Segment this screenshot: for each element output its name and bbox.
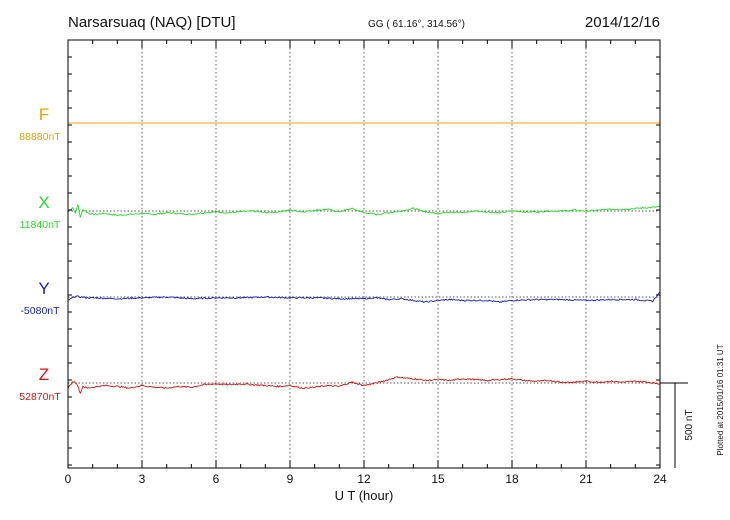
series-name-F: F xyxy=(39,105,49,124)
series-line-Z xyxy=(67,376,661,395)
x-axis-label: U T (hour) xyxy=(335,488,394,503)
axes: 0 3 6 9 12 15 18 21 24 xyxy=(65,40,667,486)
x-tick-label-9: 9 xyxy=(287,472,294,486)
series-name-Z: Z xyxy=(39,365,49,384)
date-label: 2014/12/16 xyxy=(585,14,660,31)
x-tick-label-0: 0 xyxy=(65,472,72,486)
series-baseline-label-Z: 52870nT xyxy=(19,391,61,403)
series-labels: F 88880nT X 11840nT Y -5080nT Z 52870nT xyxy=(19,105,61,403)
plot-frame xyxy=(67,39,661,469)
x-tick-label-21: 21 xyxy=(579,472,593,486)
x-tick-label-15: 15 xyxy=(431,472,445,486)
series-baseline-label-X: 11840nT xyxy=(20,219,61,231)
series-baseline-label-F: 88880nT xyxy=(19,131,61,143)
scale-bar-label: 500 nT xyxy=(684,409,695,440)
station-title: Narsarsuaq (NAQ) [DTU] xyxy=(68,14,236,31)
x-tick-label-24: 24 xyxy=(653,472,667,486)
x-tick-label-18: 18 xyxy=(505,472,519,486)
x-tick-label-3: 3 xyxy=(139,472,146,486)
grid-lines xyxy=(141,40,587,468)
series-name-Y: Y xyxy=(38,279,49,298)
x-tick-label-6: 6 xyxy=(213,472,220,486)
series-name-X: X xyxy=(38,193,49,212)
series-line-Y xyxy=(67,291,661,303)
coords-label: GG ( 61.16°, 314.56°) xyxy=(368,19,465,30)
plotted-at-note: Plotted at 2015/01/16 01:31 UT xyxy=(716,344,725,455)
series-line-X xyxy=(67,204,661,218)
series-baseline-label-Y: -5080nT xyxy=(20,305,60,317)
series-layer xyxy=(67,122,661,395)
x-tick-label-12: 12 xyxy=(357,472,371,486)
scale-bar: 500 nT xyxy=(660,382,695,468)
